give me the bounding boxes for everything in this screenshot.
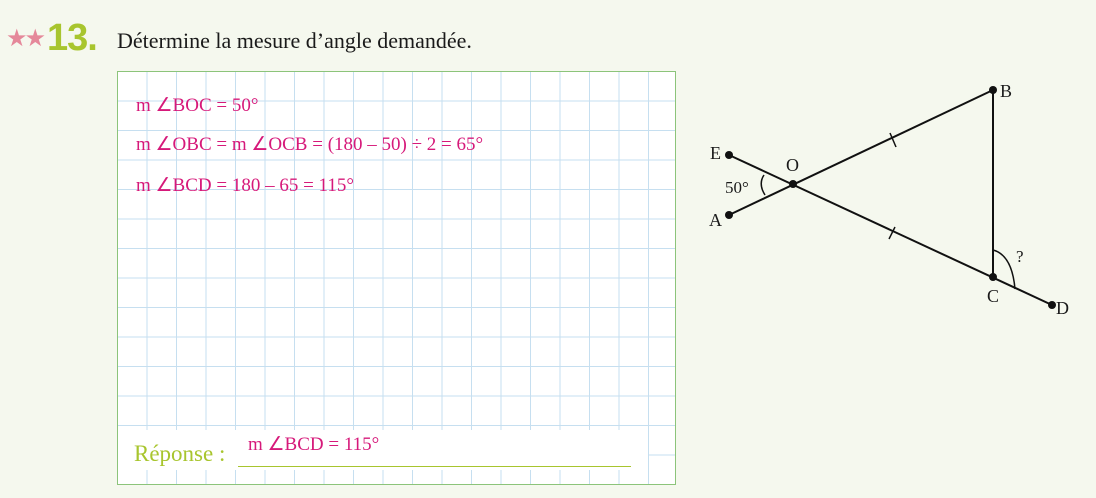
angle-label-50: 50°	[725, 178, 749, 197]
exercise-number: 13.	[47, 16, 98, 59]
tick-mark-oc	[888, 226, 896, 240]
segment-ab	[728, 89, 994, 216]
point-b	[989, 86, 997, 94]
angle-arc-unknown	[992, 249, 1016, 290]
point-e	[725, 151, 733, 159]
geometry-figure: E A O B C D 50° ?	[709, 81, 1069, 318]
exercise-instruction: Détermine la mesure d’angle demandée.	[117, 28, 472, 53]
work-line-1: m ∠BOC = 50°	[136, 95, 259, 116]
exercise-header: ★★ 13.	[6, 16, 98, 59]
difficulty-stars-icon: ★★	[6, 24, 46, 52]
answer-grid[interactable]	[117, 71, 676, 485]
point-d	[1048, 301, 1056, 309]
response-label: Réponse :	[134, 441, 226, 466]
segment-ec	[728, 154, 1053, 306]
point-o	[789, 180, 797, 188]
work-line-2: m ∠OBC = m ∠OCB = (180 – 50) ÷ 2 = 65°	[136, 134, 484, 155]
point-c	[989, 273, 997, 281]
tick-mark-ob	[889, 132, 897, 148]
label-b: B	[1000, 81, 1012, 101]
angle-label-unknown: ?	[1016, 247, 1024, 266]
response-value: m ∠BCD = 115°	[248, 434, 380, 455]
label-a: A	[709, 210, 722, 230]
work-line-3: m ∠BCD = 180 – 65 = 115°	[136, 175, 354, 196]
response-underline	[238, 466, 631, 467]
angle-arc-50	[760, 174, 766, 196]
response-area	[118, 430, 648, 470]
label-c: C	[987, 286, 999, 306]
label-d: D	[1056, 298, 1069, 318]
point-a	[725, 211, 733, 219]
label-o: O	[786, 155, 799, 175]
label-e: E	[710, 143, 721, 163]
